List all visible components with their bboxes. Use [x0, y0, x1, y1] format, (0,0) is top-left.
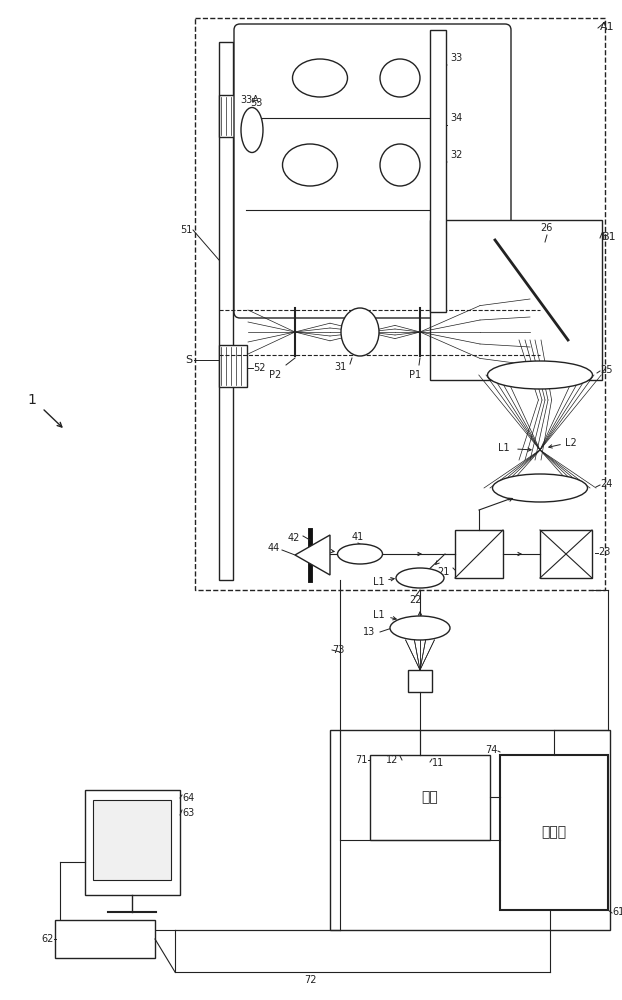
Text: 41: 41 — [352, 532, 364, 542]
Text: L2: L2 — [565, 438, 577, 448]
Bar — [195, 18, 605, 590]
Text: 12: 12 — [386, 755, 398, 765]
Text: 51: 51 — [180, 225, 193, 235]
Ellipse shape — [493, 474, 588, 502]
Bar — [500, 755, 608, 910]
Text: 1: 1 — [27, 393, 37, 407]
Text: 33: 33 — [450, 53, 462, 63]
Text: A1: A1 — [600, 22, 615, 32]
Text: S: S — [185, 355, 192, 365]
Bar — [219, 345, 247, 387]
Text: 控制部: 控制部 — [541, 825, 567, 839]
Ellipse shape — [282, 144, 338, 186]
Text: P2: P2 — [269, 370, 281, 380]
Bar — [540, 530, 592, 578]
Bar — [455, 530, 503, 578]
FancyBboxPatch shape — [234, 24, 511, 318]
Text: 25: 25 — [600, 365, 613, 375]
Text: L1: L1 — [498, 443, 510, 453]
Ellipse shape — [338, 544, 383, 564]
Text: 32: 32 — [450, 150, 462, 160]
Text: 13: 13 — [363, 627, 375, 637]
Text: 33A: 33A — [240, 95, 259, 105]
Bar — [370, 755, 490, 840]
Ellipse shape — [341, 308, 379, 356]
Text: 23: 23 — [598, 547, 610, 557]
Ellipse shape — [241, 107, 263, 152]
Text: 24: 24 — [600, 479, 613, 489]
Bar — [408, 670, 432, 692]
Text: 11: 11 — [432, 758, 444, 768]
Text: 21: 21 — [438, 567, 450, 577]
Text: L1: L1 — [373, 577, 385, 587]
Text: 52: 52 — [253, 363, 266, 373]
Text: 61: 61 — [612, 907, 622, 917]
Text: 31: 31 — [334, 362, 346, 372]
Text: 34: 34 — [450, 113, 462, 123]
Text: 光源: 光源 — [422, 790, 439, 804]
Bar — [219, 95, 247, 137]
Ellipse shape — [380, 59, 420, 97]
Text: 73: 73 — [332, 645, 345, 655]
Bar — [93, 800, 171, 880]
Text: 71: 71 — [356, 755, 368, 765]
Ellipse shape — [292, 59, 348, 97]
Text: 62: 62 — [42, 934, 54, 944]
Polygon shape — [295, 535, 330, 575]
Text: L1: L1 — [373, 610, 385, 620]
Text: 72: 72 — [304, 975, 316, 985]
Bar — [330, 730, 610, 930]
Bar — [85, 790, 180, 895]
Text: 26: 26 — [540, 223, 552, 233]
Text: 64: 64 — [182, 793, 194, 803]
Bar — [219, 42, 233, 580]
Text: 74: 74 — [486, 745, 498, 755]
Bar — [430, 220, 602, 380]
Bar — [430, 30, 446, 312]
Ellipse shape — [488, 361, 593, 389]
Text: L2: L2 — [316, 545, 328, 555]
Text: 22: 22 — [409, 595, 421, 605]
Bar — [55, 920, 155, 958]
Text: P1: P1 — [409, 370, 421, 380]
Text: 63: 63 — [182, 808, 194, 818]
Text: 44: 44 — [267, 543, 280, 553]
Ellipse shape — [380, 144, 420, 186]
Text: B1: B1 — [602, 232, 616, 242]
Ellipse shape — [390, 616, 450, 640]
Text: 42: 42 — [287, 533, 300, 543]
Ellipse shape — [396, 568, 444, 588]
Text: 53: 53 — [250, 98, 262, 108]
